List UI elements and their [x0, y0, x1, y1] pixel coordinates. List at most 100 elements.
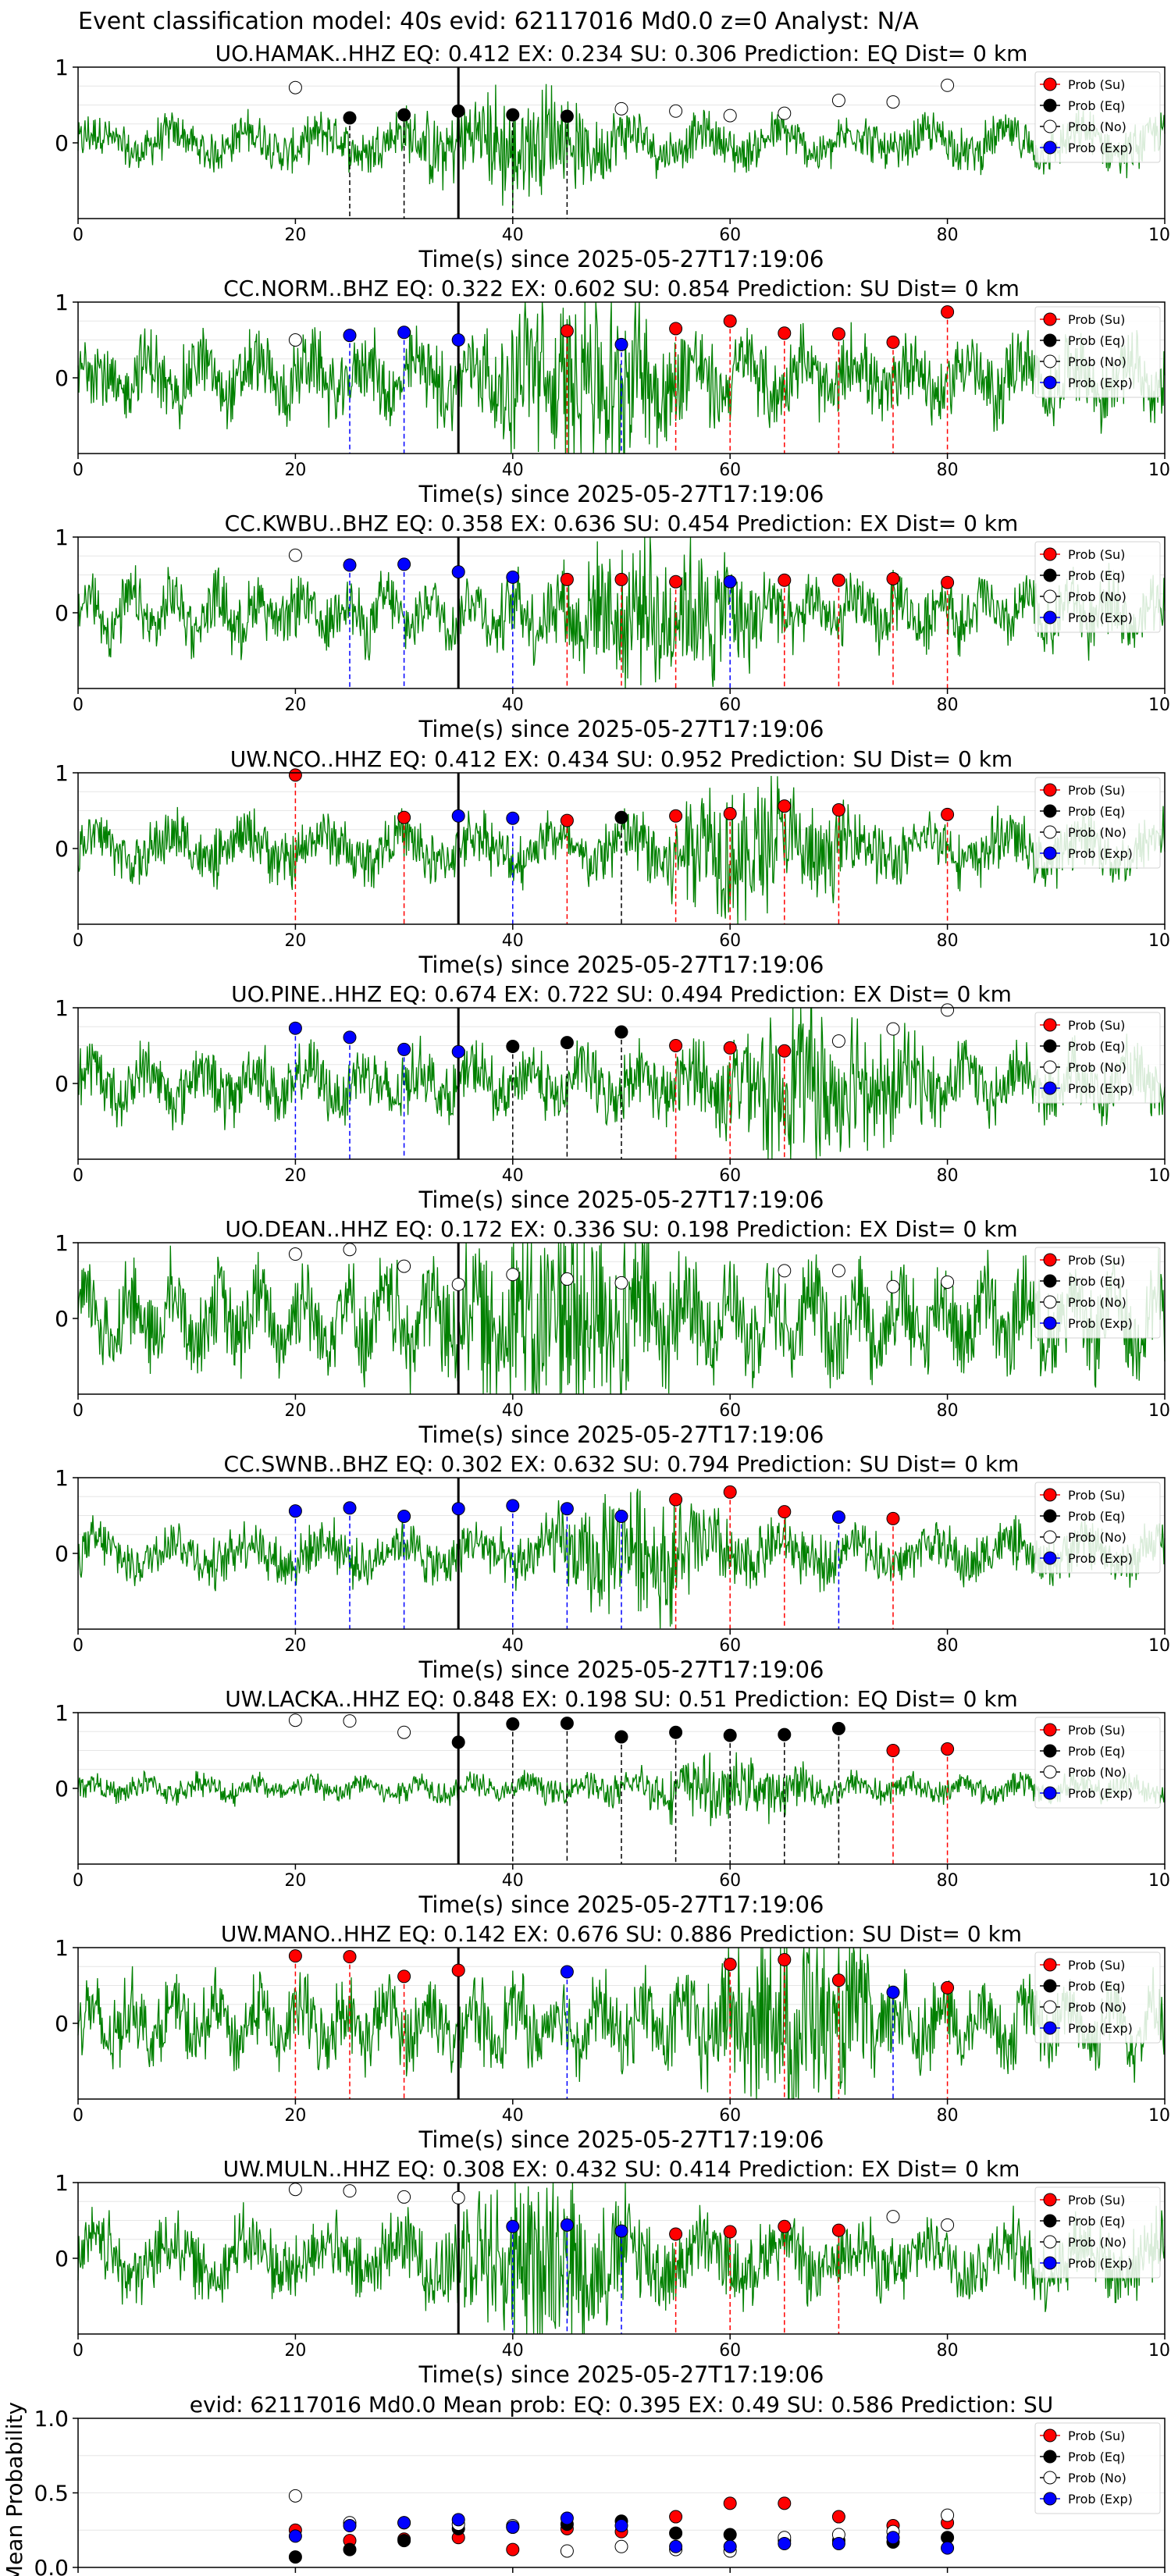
legend-marker	[1043, 1274, 1057, 1288]
probability-marker	[397, 1259, 411, 1273]
legend-label: Prob (No)	[1068, 2235, 1127, 2250]
probability-marker	[723, 314, 737, 328]
x-tick-label: 20	[284, 1636, 306, 1656]
legend-label: Prob (Exp)	[1068, 2256, 1133, 2271]
probability-marker	[614, 2224, 628, 2238]
legend-marker	[1043, 1765, 1057, 1779]
legend-marker	[1043, 547, 1057, 561]
probability-marker	[506, 1717, 520, 1731]
probability-marker	[560, 1502, 574, 1516]
probability-marker	[451, 1963, 465, 1977]
mean-probability-marker	[560, 2511, 574, 2525]
probability-marker	[723, 1728, 737, 1742]
x-tick-label: 0	[73, 2106, 84, 2126]
x-tick-label: 20	[284, 1871, 306, 1891]
probability-marker	[397, 326, 411, 340]
probability-marker	[723, 806, 737, 820]
legend-frame	[1034, 2422, 1161, 2514]
panel-title: UW.LACKA..HHZ EQ: 0.848 EX: 0.198 SU: 0.…	[225, 1686, 1018, 1712]
probability-marker	[343, 1243, 357, 1257]
legend-marker	[1043, 2021, 1057, 2035]
x-tick-label: 80	[937, 226, 959, 245]
x-tick-label: 100	[1148, 226, 1171, 245]
x-tick-label: 100	[1148, 696, 1171, 715]
probability-marker	[831, 1264, 845, 1278]
probability-marker	[397, 108, 411, 122]
x-tick-label: 40	[502, 2574, 524, 2576]
legend-label: Prob (Eq)	[1068, 1509, 1125, 1524]
waveform-trace	[77, 1947, 1166, 2100]
legend-label: Prob (Exp)	[1068, 375, 1133, 390]
probability-marker	[343, 558, 357, 572]
probability-marker	[778, 573, 792, 587]
station-panel: UW.MULN..HHZ EQ: 0.308 EX: 0.432 SU: 0.4…	[55, 2156, 1171, 2388]
y-tick-label: 1	[55, 525, 69, 550]
waveform-trace	[77, 536, 1166, 689]
x-tick-label: 20	[284, 931, 306, 951]
legend-label: Prob (Su)	[1068, 547, 1125, 562]
x-tick-label: 100	[1148, 931, 1171, 951]
mean-probability-marker	[343, 2519, 357, 2533]
y-tick-label: 1	[55, 760, 69, 786]
probability-marker	[560, 813, 574, 827]
probability-marker	[778, 326, 792, 340]
legend: Prob (Su) Prob (Eq) Prob (No) Prob (Exp)	[1034, 1247, 1161, 1339]
probability-marker	[560, 1272, 574, 1286]
x-tick-label: 0	[73, 931, 84, 951]
probability-marker	[831, 2223, 845, 2237]
probability-marker	[778, 2219, 792, 2233]
legend-label: Prob (Eq)	[1068, 1039, 1125, 1054]
probability-marker	[669, 1039, 683, 1052]
probability-marker	[614, 337, 628, 351]
probability-marker	[941, 1275, 955, 1289]
y-tick-label: 0	[55, 1541, 69, 1567]
mean-probability-marker	[669, 2539, 683, 2553]
probability-marker	[669, 322, 683, 336]
legend: Prob (Su) Prob (Eq) Prob (No) Prob (Exp)	[1034, 777, 1161, 869]
y-tick-label: 0.5	[34, 2481, 69, 2507]
probability-marker	[941, 78, 955, 92]
probability-marker	[778, 1727, 792, 1742]
panel-title: CC.SWNB..BHZ EQ: 0.302 EX: 0.632 SU: 0.7…	[224, 1451, 1020, 1477]
x-tick-label: 40	[502, 1166, 524, 1186]
legend-label: Prob (Su)	[1068, 1723, 1125, 1738]
probability-marker	[343, 1030, 357, 1044]
legend-label: Prob (Eq)	[1068, 804, 1125, 819]
legend-label: Prob (Eq)	[1068, 98, 1125, 113]
y-tick-label: 1	[55, 1465, 69, 1491]
legend-frame	[1034, 1717, 1161, 1809]
x-axis-label: Time(s) since 2025-05-27T17:19:06	[418, 481, 824, 507]
probability-marker	[941, 807, 955, 821]
panel-title: UW.MULN..HHZ EQ: 0.308 EX: 0.432 SU: 0.4…	[223, 2156, 1020, 2182]
legend: Prob (Su) Prob (Eq) Prob (No) Prob (Exp)	[1034, 2186, 1161, 2279]
x-tick-label: 0	[73, 2341, 84, 2361]
legend-marker	[1043, 2471, 1057, 2485]
x-tick-label: 80	[937, 2106, 959, 2126]
mean-probability-marker	[831, 2510, 845, 2524]
x-tick-label: 100	[1148, 1636, 1171, 1656]
x-tick-label: 0	[73, 696, 84, 715]
y-tick-label: 1	[55, 995, 69, 1021]
station-panel: CC.KWBU..BHZ EQ: 0.358 EX: 0.636 SU: 0.4…	[55, 511, 1171, 742]
legend-label: Prob (Su)	[1068, 1253, 1125, 1268]
legend-label: Prob (No)	[1068, 1530, 1127, 1545]
x-tick-label: 100	[1148, 2106, 1171, 2126]
legend-marker	[1043, 119, 1057, 133]
probability-marker	[560, 1036, 574, 1050]
x-axis-label: Time(s) since 2025-05-27T17:19:06	[418, 2361, 824, 2388]
x-tick-label: 60	[719, 2341, 741, 2361]
probability-marker	[288, 1247, 302, 1261]
y-tick-label: 0	[55, 836, 69, 862]
x-tick-label: 100	[1148, 461, 1171, 480]
x-tick-label: 60	[719, 2106, 741, 2126]
legend-label: Prob (Exp)	[1068, 610, 1133, 625]
legend-marker	[1043, 2450, 1057, 2464]
probability-marker	[397, 810, 411, 824]
legend-marker	[1043, 1979, 1057, 1993]
probability-marker	[288, 2183, 302, 2197]
x-tick-label: 100	[1148, 1166, 1171, 1186]
x-tick-label: 60	[719, 696, 741, 715]
probability-marker	[831, 1034, 845, 1048]
probability-marker	[451, 1735, 465, 1749]
